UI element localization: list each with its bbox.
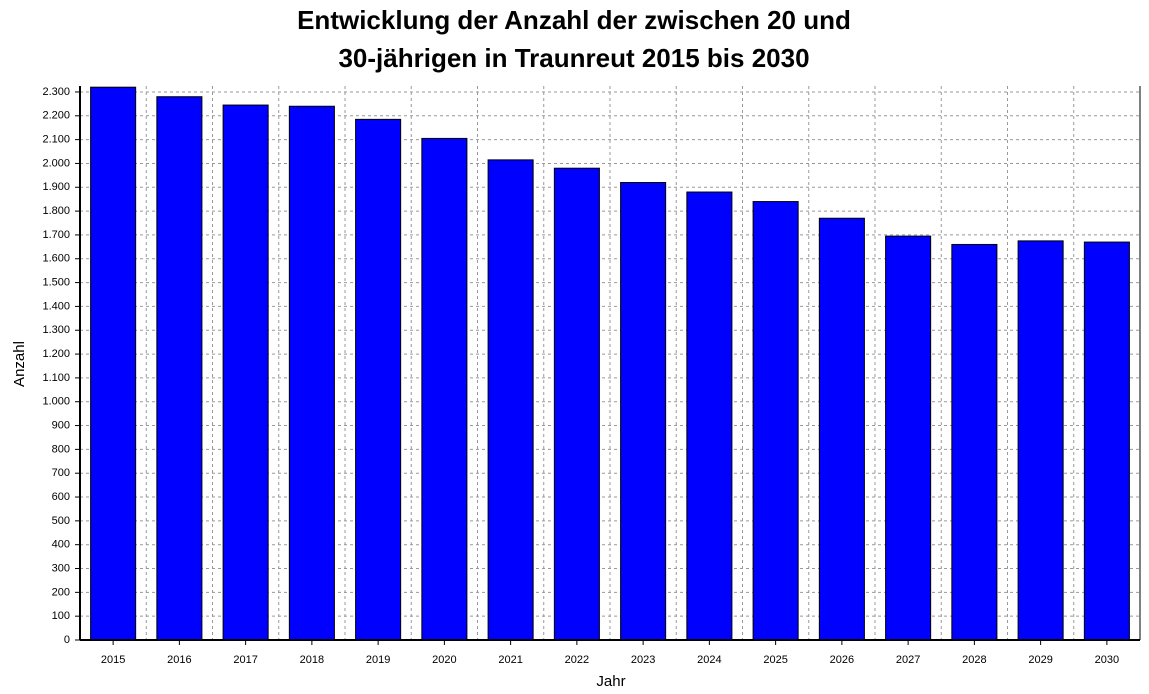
x-tick-label: 2017: [233, 654, 257, 666]
x-tick-label: 2021: [498, 654, 522, 666]
x-tick-label: 2020: [432, 654, 456, 666]
bar: [885, 235, 932, 641]
x-tick-label: 2025: [763, 654, 787, 666]
y-tick-label: 600: [52, 491, 70, 503]
x-tick-label: 2015: [101, 654, 125, 666]
bar: [156, 96, 203, 641]
bar: [288, 105, 335, 641]
x-tick-label: 2016: [167, 654, 191, 666]
y-tick-label: 1.800: [42, 205, 70, 217]
y-tick-label: 100: [52, 610, 70, 622]
bar: [1083, 241, 1130, 641]
x-axis-label: Jahr: [596, 673, 625, 690]
chart-title: 30-jährigen in Traunreut 2015 bis 2030: [338, 43, 809, 73]
y-tick-label: 800: [52, 443, 70, 455]
y-tick-label: 200: [52, 586, 70, 598]
y-axis-label: Anzahl: [11, 341, 28, 387]
y-tick-label: 2.300: [42, 86, 70, 98]
x-tick-label: 2027: [896, 654, 920, 666]
chart-title: Entwicklung der Anzahl der zwischen 20 u…: [297, 5, 851, 35]
x-tick-label: 2028: [962, 654, 986, 666]
y-tick-label: 1.100: [42, 372, 70, 384]
y-tick-label: 500: [52, 515, 70, 527]
x-tick-label: 2026: [830, 654, 854, 666]
y-tick-label: 2.100: [42, 134, 70, 146]
x-tick-label: 2024: [697, 654, 721, 666]
y-tick-label: 1.600: [42, 253, 70, 265]
bar: [553, 167, 600, 641]
bar: [752, 201, 799, 641]
x-tick-label: 2029: [1028, 654, 1052, 666]
y-tick-label: 1.400: [42, 300, 70, 312]
y-tick-label: 900: [52, 419, 70, 431]
y-tick-label: 700: [52, 467, 70, 479]
y-tick-label: 1.000: [42, 396, 70, 408]
x-tick-label: 2030: [1095, 654, 1119, 666]
y-tick-label: 1.300: [42, 324, 70, 336]
x-tick-label: 2019: [366, 654, 390, 666]
bar: [222, 104, 269, 641]
bar: [421, 137, 468, 641]
y-tick-label: 400: [52, 539, 70, 551]
y-tick-label: 300: [52, 562, 70, 574]
x-tick-label: 2022: [565, 654, 589, 666]
bar: [487, 159, 534, 641]
bar: [951, 243, 998, 641]
bar: [686, 191, 733, 641]
y-tick-label: 1.500: [42, 276, 70, 288]
y-tick-label: 1.200: [42, 348, 70, 360]
y-tick-label: 1.900: [42, 181, 70, 193]
y-tick-label: 2.000: [42, 157, 70, 169]
y-tick-label: 2.200: [42, 110, 70, 122]
x-tick-label: 2018: [300, 654, 324, 666]
bar: [355, 118, 402, 641]
bar: [1017, 240, 1064, 641]
y-tick-label: 0: [64, 634, 70, 646]
bar: [818, 217, 865, 641]
x-tick-label: 2023: [631, 654, 655, 666]
y-tick-label: 1.700: [42, 229, 70, 241]
bar: [90, 86, 137, 641]
bar: [620, 182, 667, 641]
